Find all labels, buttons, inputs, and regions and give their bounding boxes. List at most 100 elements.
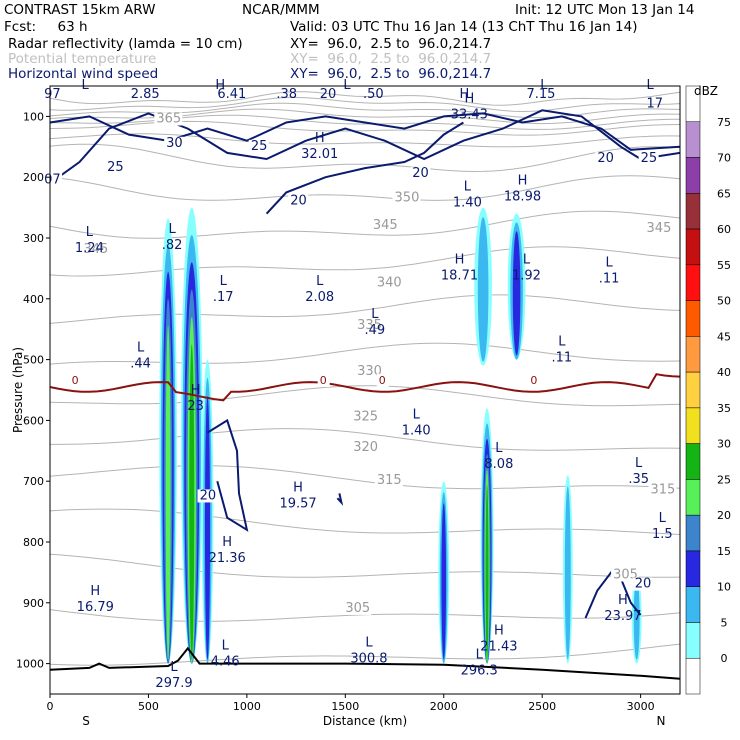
colorbar-swatch — [685, 586, 701, 623]
colorbar-swatch — [685, 514, 701, 552]
reflectivity-cell-5 — [477, 217, 489, 362]
extremum-type: L — [222, 639, 230, 654]
south-label: S — [82, 714, 90, 728]
extremum-value: 16.79 — [77, 600, 114, 615]
reflectivity-cell-6 — [512, 231, 521, 356]
wind-label: 25 — [107, 160, 124, 175]
extremum-value: 23.97 — [604, 609, 641, 624]
valid-time: Valid: 03 UTC Thu 16 Jan 14 (13 ChT Thu … — [290, 19, 638, 35]
colorbar-swatch — [685, 300, 701, 337]
colorbar-swatch — [685, 407, 701, 444]
x-tick-label: 1000 — [233, 700, 261, 713]
theta-label: 305 — [345, 601, 370, 616]
theta-label: 350 — [395, 191, 420, 206]
reflectivity-cell-7 — [564, 486, 571, 660]
theta-label-bg — [370, 218, 399, 232]
wind-label-bg — [164, 136, 185, 150]
colorbar-swatch — [685, 157, 701, 194]
wind-contour — [206, 418, 249, 532]
extremum-value: 32.01 — [301, 147, 338, 162]
wind-label: 20 — [290, 194, 307, 209]
theta-label: 320 — [353, 440, 378, 455]
y-tick-label: 100 — [23, 110, 44, 123]
top-label: 2.85 — [131, 87, 160, 102]
field-wind: Horizontal wind speed — [8, 66, 159, 82]
x-axis-label: Distance (km) — [323, 714, 407, 728]
extremum-value: .49 — [365, 323, 386, 338]
xy-wind: XY= 96.0, 2.5 to 96.0,214.7 — [290, 66, 492, 82]
extremum-value: 2.08 — [305, 290, 334, 305]
theta-contour — [49, 210, 681, 239]
colorbar-level: 50 — [717, 295, 731, 308]
extremum-type: L — [558, 335, 566, 350]
colorbar-swatch — [685, 336, 701, 373]
theta-label: 345 — [373, 218, 398, 233]
reflectivity-cell-1 — [189, 344, 195, 660]
xy-theta: XY= 96.0, 2.5 to 96.0,214.7 — [290, 51, 492, 67]
colorbar-level: 20 — [717, 509, 731, 522]
theta-contour — [49, 143, 681, 173]
zero-label-bg — [376, 373, 389, 387]
extremum-value: 33.43 — [451, 107, 488, 122]
wind-speed-contours — [49, 109, 681, 619]
zero-label-bg — [528, 373, 541, 387]
colorbar-level: 75 — [717, 116, 731, 129]
wind-label-bg — [105, 161, 126, 175]
extremum-type: L — [137, 341, 145, 356]
extremum-type: L — [495, 441, 503, 456]
theta-contour — [49, 553, 681, 578]
theta-contour — [49, 465, 681, 490]
x-tick-label: 2500 — [528, 700, 556, 713]
extremum-type: L — [168, 222, 176, 237]
extremum-value: .82 — [162, 238, 183, 253]
theta-label-bg — [343, 601, 372, 615]
theta-label: 340 — [377, 276, 402, 291]
extremum-type: L — [464, 180, 472, 195]
y-tick-label: 300 — [23, 232, 44, 245]
wind-label: 20 — [200, 488, 217, 503]
init-time: Init: 12 UTC Mon 13 Jan 14 — [515, 2, 695, 18]
extremum-type: L — [523, 253, 531, 268]
extremum-type: H — [293, 481, 303, 496]
colorbar-level: 0 — [721, 652, 728, 665]
north-label: N — [657, 714, 666, 728]
colorbar-unit: dBZ — [694, 84, 718, 98]
colorbar-level: 25 — [717, 473, 731, 486]
extremum-value: 300.8 — [350, 652, 387, 667]
zero-label: 0 — [379, 374, 386, 387]
zero-label: 0 — [72, 374, 79, 387]
theta-label: 365 — [156, 111, 181, 126]
extremum-value: 1.40 — [453, 196, 482, 211]
colorbar-swatch — [685, 228, 701, 266]
wind-label-bg — [248, 139, 269, 153]
theta-label-bg — [154, 112, 183, 126]
extremum-type: H — [222, 535, 232, 550]
theta-label: 315 — [650, 482, 675, 497]
theta-contour — [49, 96, 681, 113]
extremum-value: 21.43 — [480, 639, 517, 654]
extremum-type: L — [371, 307, 379, 322]
top-label: .38 — [276, 87, 297, 102]
extremum-value: .35 — [628, 472, 649, 487]
theta-label: 345 — [83, 242, 108, 257]
theta-contour — [49, 175, 681, 201]
theta-label-bg — [374, 276, 403, 290]
extremum-value: 18.71 — [441, 269, 478, 284]
theta-contour — [49, 133, 681, 148]
wind-label: 20 — [597, 151, 614, 166]
top-label: 97 — [44, 87, 61, 102]
colorbar-level: 10 — [717, 581, 731, 594]
y-tick-label: 1000 — [16, 658, 44, 671]
extremum-value: 18.98 — [504, 189, 541, 204]
top-letter: H — [460, 87, 470, 102]
field-theta: Potential temperature — [8, 51, 157, 67]
wind-label: 07 — [44, 172, 61, 187]
theta-label: 305 — [613, 567, 638, 582]
theta-label-bg — [355, 319, 384, 333]
colorbar-swatch — [685, 121, 701, 158]
wind-contour — [49, 109, 681, 185]
extremum-value: 296.3 — [461, 664, 498, 679]
extremum-value: 1.40 — [402, 424, 431, 439]
theta-label-bg — [355, 364, 384, 378]
